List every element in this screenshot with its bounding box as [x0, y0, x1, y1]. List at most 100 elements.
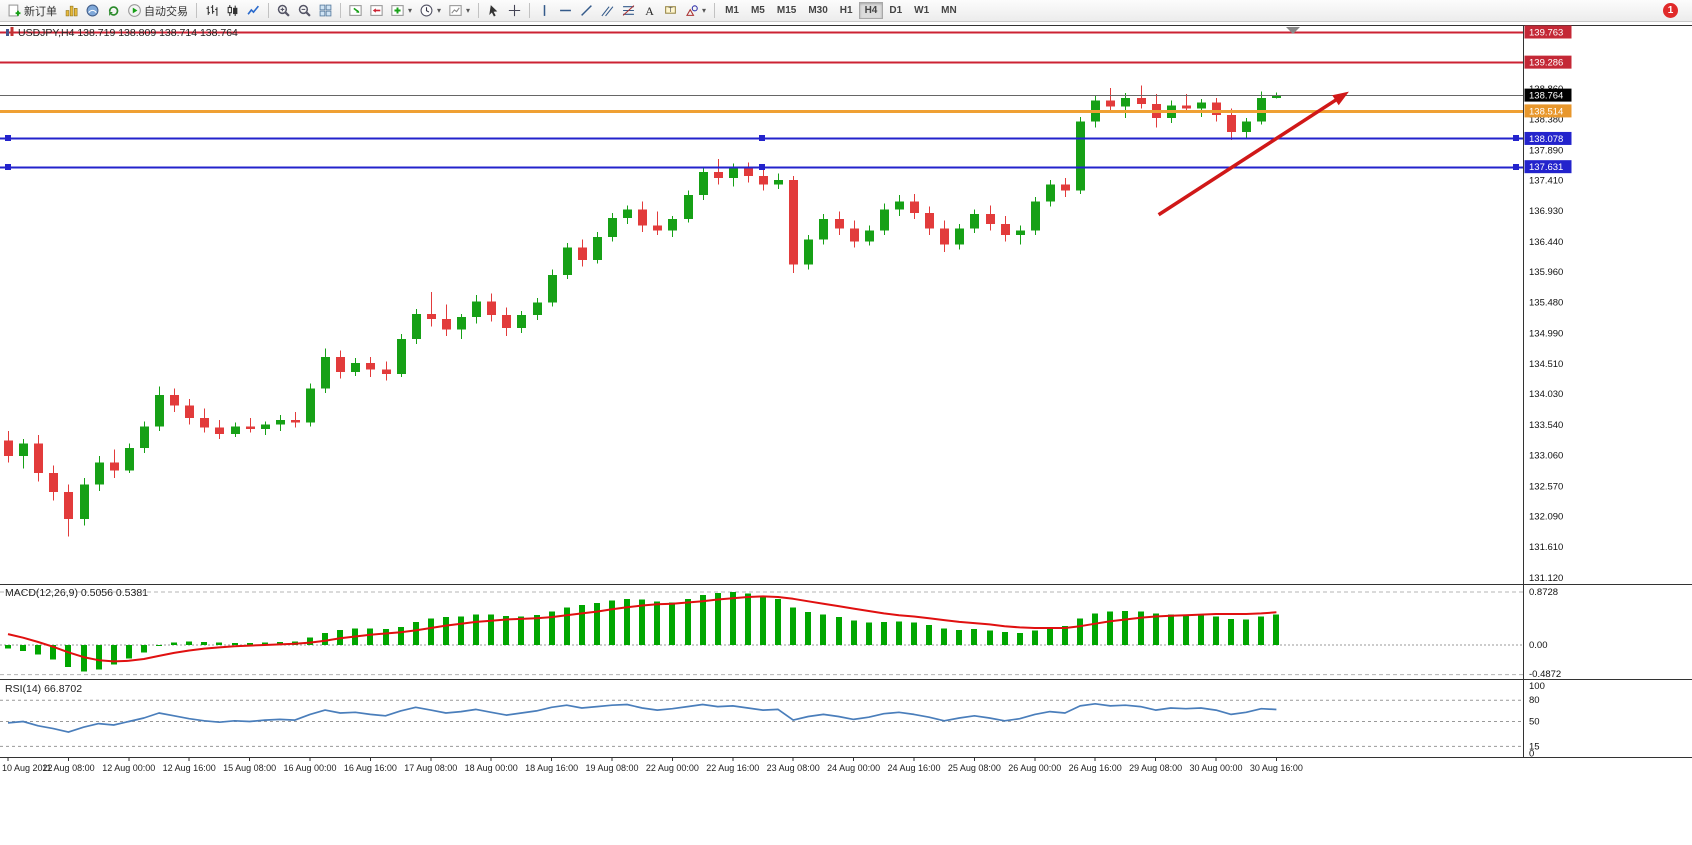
candle-body[interactable]	[714, 171, 723, 179]
candle-body[interactable]	[215, 427, 224, 434]
candle-body[interactable]	[246, 426, 255, 429]
line-handle[interactable]	[759, 164, 765, 170]
candle-body[interactable]	[865, 230, 874, 242]
candle-body[interactable]	[684, 195, 693, 220]
text-label-button[interactable]: T	[660, 2, 681, 20]
profiles-button[interactable]	[82, 2, 103, 20]
candle-body[interactable]	[261, 424, 270, 429]
candle-body[interactable]	[789, 180, 798, 265]
candle-body[interactable]	[819, 219, 828, 240]
candle-body[interactable]	[638, 209, 647, 226]
candle-body[interactable]	[49, 473, 58, 493]
cursor-button[interactable]	[483, 2, 504, 20]
candle-body[interactable]	[533, 302, 542, 316]
candle-body[interactable]	[80, 484, 89, 520]
candle-body[interactable]	[185, 405, 194, 419]
candle-body[interactable]	[140, 426, 149, 448]
candle-body[interactable]	[608, 217, 617, 237]
equidistant-channel-button[interactable]	[597, 2, 618, 20]
line-handle[interactable]	[759, 135, 765, 141]
auto-trading-button[interactable]: 自动交易	[124, 2, 192, 20]
horizontal-line-button[interactable]	[555, 2, 576, 20]
candle-body[interactable]	[1182, 105, 1191, 109]
zoom-in-button[interactable]	[273, 2, 294, 20]
candle-body[interactable]	[1272, 95, 1281, 98]
candle-body[interactable]	[955, 228, 964, 245]
candle-body[interactable]	[925, 212, 934, 229]
line-handle[interactable]	[1513, 135, 1519, 141]
line-handle[interactable]	[5, 135, 11, 141]
candle-body[interactable]	[970, 214, 979, 229]
timeframe-button-m5[interactable]: M5	[750, 5, 765, 16]
candle-body[interactable]	[276, 420, 285, 425]
candle-body[interactable]	[1001, 224, 1010, 235]
candle-body[interactable]	[351, 363, 360, 373]
trendline-button[interactable]	[576, 2, 597, 20]
candle-body[interactable]	[1121, 97, 1130, 107]
vertical-line-button[interactable]	[534, 2, 555, 20]
candle-body[interactable]	[1212, 102, 1221, 115]
timeframe-button-w1[interactable]: W1	[914, 5, 930, 16]
candle-body[interactable]	[623, 209, 632, 218]
candle-body[interactable]	[472, 301, 481, 318]
candle-body[interactable]	[548, 274, 557, 303]
timeframe-button-mn[interactable]: MN	[941, 5, 957, 16]
candle-body[interactable]	[412, 313, 421, 340]
candle-body[interactable]	[850, 228, 859, 242]
candle-body[interactable]	[1061, 184, 1070, 191]
charts-button[interactable]	[61, 2, 82, 20]
refresh-button[interactable]	[103, 2, 124, 20]
candle-body[interactable]	[517, 315, 526, 328]
candle-body[interactable]	[759, 176, 768, 185]
candle-body[interactable]	[895, 201, 904, 210]
candle-body[interactable]	[487, 301, 496, 316]
candle-body[interactable]	[593, 236, 602, 261]
candle-body[interactable]	[578, 247, 587, 261]
candlestick-mode-button[interactable]	[222, 2, 243, 20]
candle-body[interactable]	[442, 318, 451, 330]
templates-button[interactable]: ▾	[445, 2, 474, 20]
candle-body[interactable]	[729, 168, 738, 179]
candle-body[interactable]	[95, 462, 104, 485]
candle-body[interactable]	[774, 180, 783, 185]
candle-body[interactable]	[1046, 184, 1055, 202]
chart-shift-marker[interactable]	[1286, 27, 1300, 34]
candle-body[interactable]	[1242, 121, 1251, 132]
line-handle[interactable]	[5, 164, 11, 170]
candle-body[interactable]	[1016, 230, 1025, 235]
candle-body[interactable]	[835, 219, 844, 229]
candle-body[interactable]	[155, 394, 164, 427]
candle-body[interactable]	[1031, 201, 1040, 231]
chart-shift-button[interactable]	[366, 2, 387, 20]
crosshair-button[interactable]	[504, 2, 525, 20]
tile-windows-button[interactable]	[315, 2, 336, 20]
bar-chart-mode-button[interactable]	[201, 2, 222, 20]
candle-body[interactable]	[668, 219, 677, 231]
candle-body[interactable]	[1137, 97, 1146, 105]
zoom-out-button[interactable]	[294, 2, 315, 20]
timeframe-button-m30[interactable]: M30	[808, 5, 828, 16]
candle-body[interactable]	[397, 339, 406, 374]
candle-body[interactable]	[880, 209, 889, 231]
line-chart-mode-button[interactable]	[243, 2, 264, 20]
candle-body[interactable]	[291, 420, 300, 423]
auto-scroll-button[interactable]	[345, 2, 366, 20]
candle-body[interactable]	[563, 247, 572, 275]
candle-body[interactable]	[457, 317, 466, 330]
new-order-button[interactable]: 新订单	[4, 2, 61, 20]
candle-body[interactable]	[1197, 102, 1206, 109]
candle-body[interactable]	[804, 239, 813, 265]
candle-body[interactable]	[336, 356, 345, 373]
timeframe-button-h1[interactable]: H1	[839, 5, 853, 16]
timeframe-button-m15[interactable]: M15	[776, 5, 797, 16]
candle-body[interactable]	[321, 356, 330, 389]
candle-body[interactable]	[427, 313, 436, 319]
candle-body[interactable]	[986, 214, 995, 225]
candle-body[interactable]	[200, 418, 209, 428]
candle-body[interactable]	[231, 426, 240, 434]
candlestick-series[interactable]	[4, 85, 1281, 537]
candle-body[interactable]	[34, 443, 43, 474]
candle-body[interactable]	[170, 394, 179, 406]
indicators-button[interactable]: ▾	[387, 2, 416, 20]
candle-body[interactable]	[64, 492, 73, 520]
